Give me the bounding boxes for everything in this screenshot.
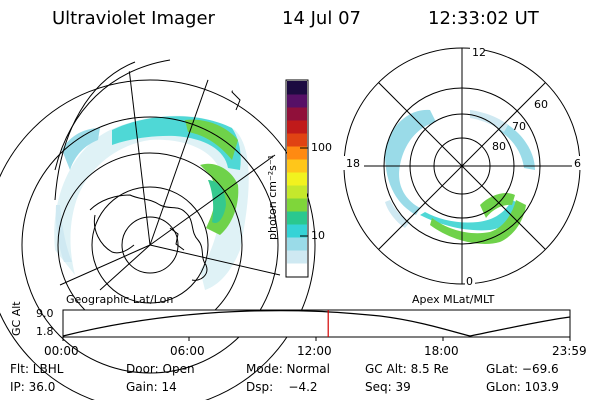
polar-plot xyxy=(342,46,582,288)
mlat-label-60: 60 xyxy=(534,98,548,111)
colorbar-segment xyxy=(287,133,307,147)
colorbar-segment xyxy=(287,263,307,277)
colorbar-segment xyxy=(287,224,307,238)
altitude-xticks xyxy=(62,337,571,341)
gc-alt-info: GC Alt: 8.5 Re xyxy=(365,362,449,376)
colorbar-segment xyxy=(287,237,307,251)
mlat-label-70: 70 xyxy=(512,120,526,133)
outer-arcs xyxy=(54,59,171,201)
altitude-ytick-1-8: 1.8 xyxy=(36,325,54,338)
filter-info: Flt: LBHL xyxy=(10,362,64,376)
mlt-label-12: 12 xyxy=(472,46,486,59)
instrument-title: Ultraviolet Imager xyxy=(52,8,215,29)
dsp-info: Dsp: −4.2 xyxy=(246,380,318,394)
colorbar-segment xyxy=(287,107,307,121)
glat-info: GLat: −69.6 xyxy=(486,362,559,376)
apex-caption: Apex MLat/MLT xyxy=(412,293,495,306)
colorbar-segment xyxy=(287,94,307,108)
ip-info: IP: 36.0 xyxy=(10,380,56,394)
xtick-12: 12:00 xyxy=(297,344,332,358)
mlt-radials xyxy=(344,48,580,284)
xtick-06: 06:00 xyxy=(170,344,205,358)
colorbar xyxy=(285,79,309,278)
altitude-ytick-9: 9.0 xyxy=(36,307,54,320)
altitude-ylabel: GC Alt xyxy=(10,301,23,336)
xtick-2359: 23:59 xyxy=(552,344,587,358)
xtick-00: 00:00 xyxy=(44,344,79,358)
mlt-label-6: 6 xyxy=(574,157,581,170)
colorbar-label-100: 100 xyxy=(311,141,332,154)
colorbar-segment xyxy=(287,146,307,160)
meridians xyxy=(59,70,281,291)
altitude-curve xyxy=(62,310,571,337)
gain-info: Gain: 14 xyxy=(126,380,177,394)
aurora-emission-left xyxy=(54,115,249,290)
mode-info: Mode: Normal xyxy=(246,362,330,376)
seq-info: Seq: 39 xyxy=(365,380,411,394)
colorbar-segment xyxy=(287,159,307,173)
colorbar-segment xyxy=(287,198,307,212)
door-info: Door: Open xyxy=(126,362,195,376)
colorbar-segment xyxy=(287,81,307,95)
colorbar-segment xyxy=(287,250,307,264)
colorbar-segment xyxy=(287,120,307,134)
colorbar-segment xyxy=(287,172,307,186)
time-label: 12:33:02 UT xyxy=(428,8,539,29)
mlat-label-80: 80 xyxy=(492,140,506,153)
colorbar-segment xyxy=(287,211,307,225)
xtick-18: 18:00 xyxy=(424,344,459,358)
mlt-label-0: 0 xyxy=(466,275,473,288)
colorbar-segment xyxy=(287,185,307,199)
altitude-frame xyxy=(62,309,571,338)
geographic-caption: Geographic Lat/Lon xyxy=(66,293,174,306)
glon-info: GLon: 103.9 xyxy=(486,380,559,394)
date-label: 14 Jul 07 xyxy=(282,8,361,29)
mlt-label-18: 18 xyxy=(346,157,360,170)
altitude-plot xyxy=(62,309,571,341)
colorbar-label-10: 10 xyxy=(311,229,325,242)
colorbar-unit-label: photon cm⁻²s⁻¹ xyxy=(266,154,279,240)
